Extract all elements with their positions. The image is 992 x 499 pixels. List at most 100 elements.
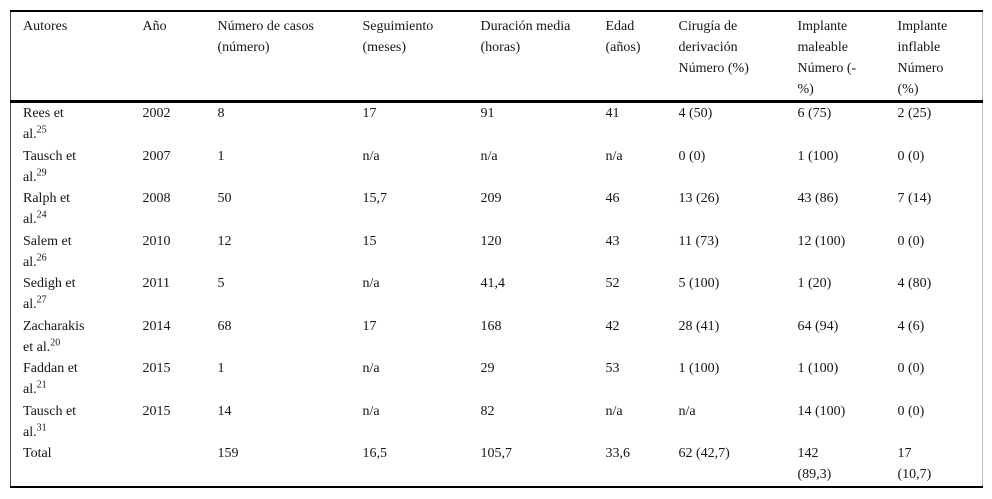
cell-inflatable-implant: 4 (6): [897, 318, 925, 334]
studies-table: Autores Año Número de casos (número) Seg…: [10, 10, 983, 488]
cell-malleable-implant: 1 (100): [797, 361, 839, 376]
cell-inflatable-implant: 0 (0): [897, 403, 925, 419]
cell-age: 43: [605, 233, 620, 249]
cell-year: 2002: [142, 106, 171, 121]
cell-cases: 68: [217, 318, 232, 334]
reference-superscript: 31: [36, 421, 47, 433]
cell-year: 2015: [142, 403, 171, 419]
cell-age: 52: [605, 276, 620, 291]
cell-malleable-implant: 6 (75): [797, 106, 832, 121]
cell-malleable-implant: 14 (100): [797, 403, 846, 419]
table-row: Tausch et al.31 2015 14 n/a 82 n/a n/a 1…: [11, 401, 983, 444]
cell-year: 2007: [142, 148, 171, 164]
column-header-numero-de-casos: Número de casos (número): [215, 11, 361, 103]
table-row: Faddan et al.21 2015 1 n/a 29 53 1 (100)…: [11, 358, 983, 401]
cell-author: Salem et al.26: [11, 231, 141, 274]
table-row: Salem et al.26 2010 12 15 120 43 11 (73)…: [11, 231, 983, 274]
reference-superscript: 27: [36, 294, 47, 306]
cell-author: Sedigh et al.27: [11, 273, 141, 316]
cell-followup: n/a: [362, 148, 380, 164]
cell-author: Tausch et al.29: [11, 146, 141, 189]
cell-cases: 5: [217, 276, 225, 291]
cell-cases: 8: [217, 106, 225, 121]
cell-author: Total: [11, 443, 141, 487]
cell-shunt-surgery: 5 (100): [678, 276, 720, 291]
column-header-implante-maleable: Implante maleable Número (- %): [795, 11, 896, 103]
author-name: Zacharakis et al.: [23, 318, 85, 355]
cell-age: 42: [605, 318, 620, 334]
cell-followup: 15,7: [362, 191, 388, 206]
cell-cases: 1: [217, 361, 225, 376]
author-name: Salem et al.: [23, 233, 72, 270]
author-name: Faddan et al.: [23, 361, 78, 397]
reference-superscript: 24: [36, 209, 47, 221]
table-body: Rees et al.25 2002 8 17 91 41 4 (50) 6 (…: [11, 102, 983, 487]
cell-followup: n/a: [362, 403, 380, 419]
author-name: Total: [23, 446, 52, 461]
cell-followup: n/a: [362, 276, 380, 291]
cell-cases: 159: [217, 446, 239, 461]
cell-year: [141, 443, 216, 487]
cell-duration: 120: [480, 233, 502, 249]
cell-malleable-implant: 43 (86): [797, 191, 839, 206]
reference-superscript: 20: [50, 336, 61, 348]
cell-duration: 209: [480, 191, 502, 206]
cell-age: 33,6: [605, 446, 631, 461]
cell-shunt-surgery: 11 (73): [678, 233, 719, 249]
table-row: Sedigh et al.27 2011 5 n/a 41,4 52 5 (10…: [11, 273, 983, 316]
cell-followup: 15: [362, 233, 377, 249]
column-header-cirugia-derivacion: Cirugía de derivación Número (%): [676, 11, 796, 103]
cell-shunt-surgery: n/a: [678, 403, 696, 419]
cell-shunt-surgery: 1 (100): [678, 361, 720, 376]
cell-duration: 29: [480, 361, 495, 376]
cell-cases: 50: [217, 191, 232, 206]
cell-age: 41: [605, 106, 620, 121]
column-header-edad: Edad (años): [603, 11, 677, 103]
cell-followup: 17: [362, 318, 377, 334]
cell-cases: 12: [217, 233, 232, 249]
cell-followup: n/a: [362, 361, 380, 376]
cell-malleable-implant: 1 (100): [797, 148, 839, 164]
cell-followup: 17: [362, 106, 377, 121]
cell-inflatable-implant: 7 (14): [897, 191, 932, 206]
cell-shunt-surgery: 13 (26): [678, 191, 720, 206]
author-name: Rees et al.: [23, 106, 64, 142]
table-row: Tausch et al.29 2007 1 n/a n/a n/a 0 (0)…: [11, 146, 983, 189]
column-header-implante-inflable: Implante inflable Número (%): [895, 11, 983, 103]
cell-year: 2008: [142, 191, 171, 206]
cell-duration: 168: [480, 318, 502, 334]
cell-age: 53: [605, 361, 620, 376]
table-row: Total 159 16,5 105,7 33,6 62 (42,7) 142 …: [11, 443, 983, 487]
column-header-seguimiento: Seguimiento (meses): [360, 11, 479, 103]
reference-superscript: 26: [36, 251, 47, 263]
author-name: Tausch et al.: [23, 403, 77, 440]
reference-superscript: 25: [36, 124, 47, 136]
cell-year: 2015: [142, 361, 171, 376]
cell-followup: 16,5: [362, 446, 388, 461]
column-header-autores: Autores: [10, 11, 141, 103]
cell-inflatable-implant: 17 (10,7): [897, 446, 932, 482]
cell-inflatable-implant: 0 (0): [897, 233, 925, 249]
author-name: Ralph et al.: [23, 191, 71, 227]
cell-duration: 105,7: [480, 446, 513, 461]
table-header: Autores Año Número de casos (número) Seg…: [10, 11, 983, 103]
cell-duration: 41,4: [480, 276, 506, 291]
cell-age: n/a: [605, 403, 623, 419]
table-row: Rees et al.25 2002 8 17 91 41 4 (50) 6 (…: [11, 102, 983, 146]
cell-cases: 14: [217, 403, 232, 419]
table-row: Zacharakis et al.20 2014 68 17 168 42 28…: [11, 316, 983, 359]
cell-author: Rees et al.25: [11, 102, 141, 146]
cell-duration: n/a: [480, 148, 498, 164]
cell-age: 46: [605, 191, 620, 206]
cell-cases: 1: [217, 148, 225, 164]
cell-malleable-implant: 142 (89,3): [797, 446, 832, 482]
cell-inflatable-implant: 0 (0): [897, 148, 925, 164]
cell-age: n/a: [605, 148, 623, 164]
cell-author: Ralph et al.24: [11, 188, 141, 231]
cell-year: 2014: [142, 318, 171, 334]
cell-duration: 91: [480, 106, 495, 121]
cell-malleable-implant: 12 (100): [797, 233, 846, 249]
author-name: Tausch et al.: [23, 148, 77, 185]
reference-superscript: 29: [36, 166, 47, 178]
cell-year: 2010: [142, 233, 171, 249]
